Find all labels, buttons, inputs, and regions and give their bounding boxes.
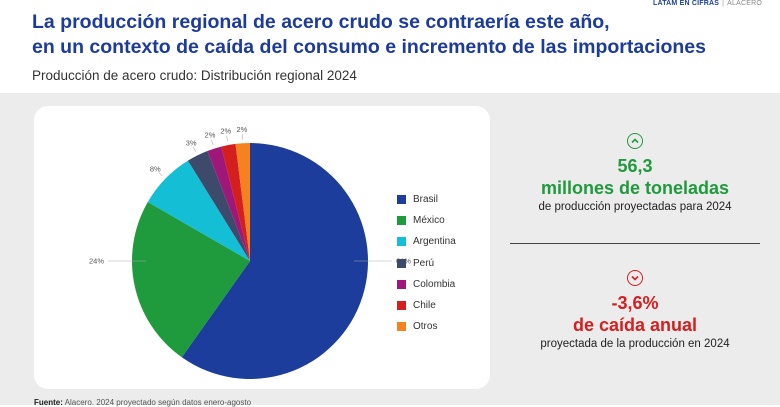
title-line-1: La producción regional de acero crudo se… bbox=[32, 10, 762, 35]
production-description: de producción proyectadas para 2024 bbox=[510, 201, 760, 213]
legend-label: Argentina bbox=[413, 236, 456, 247]
legend-label: México bbox=[413, 215, 445, 226]
legend-item-colombia: Colombia bbox=[397, 274, 456, 295]
legend-label: Brasil bbox=[413, 194, 438, 205]
legend-swatch bbox=[397, 237, 406, 246]
chevron-up-circle-icon bbox=[627, 133, 643, 149]
legend-swatch bbox=[397, 195, 406, 204]
chart-subtitle: Producción de acero crudo: Distribución … bbox=[32, 68, 357, 83]
source-label: Fuente: bbox=[34, 398, 63, 407]
chevron-down-circle-icon bbox=[627, 270, 643, 286]
legend-item-brasil: Brasil bbox=[397, 189, 456, 210]
legend-item-otros: Otros bbox=[397, 316, 456, 337]
slice-label-perú: 3% bbox=[186, 138, 197, 147]
top-tag: LATAM EN CIFRAS|ALACERO bbox=[653, 0, 762, 7]
legend-item-méxico: México bbox=[397, 210, 456, 231]
slice-label-chile: 2% bbox=[220, 127, 231, 136]
stats-divider bbox=[510, 243, 760, 244]
section-tag: LATAM EN CIFRAS bbox=[653, 0, 719, 7]
legend-label: Perú bbox=[413, 258, 434, 269]
leader-line-perú bbox=[193, 147, 195, 151]
leader-line-colombia bbox=[211, 140, 213, 145]
slice-label-colombia: 2% bbox=[205, 131, 216, 140]
legend-swatch bbox=[397, 280, 406, 289]
slice-label-méxico: 24% bbox=[89, 257, 104, 266]
legend-label: Chile bbox=[413, 300, 436, 311]
title-line-2: en un contexto de caída del consumo e in… bbox=[32, 35, 762, 60]
stat-decline: -3,6% de caída anual proyectada de la pr… bbox=[510, 270, 760, 350]
production-unit: millones de toneladas bbox=[510, 177, 760, 199]
tag-separator: | bbox=[722, 0, 724, 7]
legend-swatch bbox=[397, 322, 406, 331]
source-text: Alacero. 2024 proyectado según datos ene… bbox=[65, 398, 251, 407]
legend-label: Otros bbox=[413, 321, 437, 332]
legend-label: Colombia bbox=[413, 279, 455, 290]
slice-label-otros: 2% bbox=[236, 125, 247, 134]
page-title: La producción regional de acero crudo se… bbox=[32, 10, 762, 60]
legend-swatch bbox=[397, 301, 406, 310]
decline-value: -3,6% bbox=[510, 292, 760, 314]
brand-label: ALACERO bbox=[727, 0, 762, 7]
production-value: 56,3 bbox=[510, 155, 760, 177]
source-footer: Fuente: Alacero. 2024 proyectado según d… bbox=[34, 398, 251, 407]
decline-description: proyectada de la producción en 2024 bbox=[510, 338, 760, 350]
leader-line-chile bbox=[227, 136, 228, 141]
slice-label-argentina: 8% bbox=[150, 165, 161, 174]
legend-item-argentina: Argentina bbox=[397, 231, 456, 252]
legend-item-perú: Perú bbox=[397, 253, 456, 274]
legend-item-chile: Chile bbox=[397, 295, 456, 316]
stat-production: 56,3 millones de toneladas de producción… bbox=[510, 133, 760, 213]
legend-swatch bbox=[397, 216, 406, 225]
chart-legend: Brasil México Argentina Perú Colombia Chile Ot… bbox=[397, 189, 456, 337]
legend-swatch bbox=[397, 259, 406, 268]
decline-unit: de caída anual bbox=[510, 314, 760, 336]
